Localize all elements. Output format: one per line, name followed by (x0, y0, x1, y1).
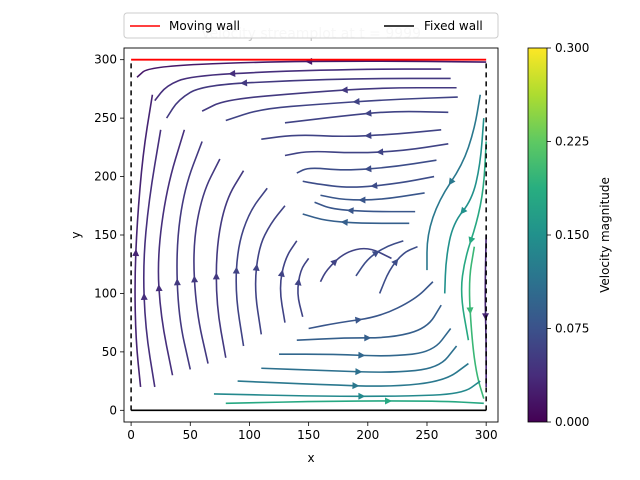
colorbar-gradient (527, 47, 548, 423)
streamline-arrow (358, 351, 366, 359)
y-tick-label: 100 (94, 286, 117, 300)
x-tick-label: 200 (356, 428, 379, 442)
y-ticks: 0 50 100 150 200 250 300 (94, 53, 124, 417)
streamline (302, 213, 410, 225)
y-tick-label: 200 (94, 170, 117, 184)
streamline-arrow (212, 272, 220, 280)
streamline-arrow (468, 236, 476, 245)
streamline-arrow (460, 206, 468, 215)
colorbar-tick-label: 0.225 (555, 135, 589, 149)
y-tick-label: 0 (109, 403, 117, 417)
streamline-arrow (140, 292, 148, 300)
streamline-arrow (155, 284, 163, 292)
streamline (320, 192, 425, 201)
streamline (460, 141, 487, 341)
streamline (284, 110, 449, 124)
streamline-arrow (330, 258, 338, 267)
x-tick-label: 50 (183, 428, 198, 442)
streamline (225, 400, 484, 405)
colorbar-tick-label: 0.300 (555, 41, 589, 55)
x-tick-label: 150 (297, 428, 320, 442)
streamline-arrow (364, 131, 372, 139)
x-axis-label: x (307, 451, 314, 465)
x-tick-label: 300 (475, 428, 498, 442)
y-axis-label: y (69, 231, 83, 238)
streamline (355, 240, 404, 277)
streamline-arrow (358, 392, 366, 400)
colorbar-label: Velocity magnitude (598, 177, 612, 293)
y-tick-label: 300 (94, 53, 117, 67)
streamline-arrow (352, 382, 360, 390)
streamline-arrow (240, 79, 248, 87)
legend-fixed-wall-label: Fixed wall (424, 19, 483, 33)
streamline-arrow (294, 278, 302, 286)
streamline-arrow (252, 263, 260, 272)
streamline-arrow (391, 258, 399, 267)
streamline (142, 129, 162, 388)
streamline-arrow (277, 269, 285, 278)
streamline-arrow (364, 109, 372, 117)
streamline (279, 240, 298, 323)
x-tick-label: 250 (416, 428, 439, 442)
streamline-arrow (346, 207, 354, 215)
y-tick-label: 50 (102, 345, 117, 359)
legend: Moving wall Fixed wall (123, 12, 499, 39)
streamline-arrow (232, 266, 240, 274)
streamline-arrow (228, 70, 236, 78)
streamline-arrow (371, 250, 380, 258)
colorbar-tick-label: 0.000 (555, 415, 589, 429)
axes-frame (123, 47, 499, 423)
streamline-arrow (358, 196, 366, 204)
streamline-arrow (448, 177, 456, 186)
streamline-arrow (355, 368, 363, 376)
legend-moving-wall-label: Moving wall (169, 19, 240, 33)
streamline-arrow (364, 165, 372, 173)
streamline-arrow (364, 334, 372, 342)
streamline (314, 201, 416, 213)
streamline-arrow (340, 86, 348, 94)
streamline (165, 77, 451, 119)
streamline (297, 257, 310, 318)
streamline-arrow (376, 148, 384, 156)
streamline (443, 118, 485, 294)
streamline-arrow (173, 278, 181, 286)
y-tick-label: 250 (94, 111, 117, 125)
x-tick-label: 0 (127, 428, 135, 442)
streamline-arrow (132, 249, 140, 257)
streamline (378, 245, 418, 294)
streamline-arrow (385, 397, 393, 405)
legend-box (123, 12, 499, 39)
streamline (154, 68, 442, 102)
streamline (426, 94, 482, 271)
colorbar: 0.000 0.075 0.150 0.225 0.300 Velocity magni… (527, 41, 612, 429)
x-tick-label: 100 (238, 428, 261, 442)
colorbar-ticks: 0.000 0.075 0.150 0.225 0.300 (547, 41, 589, 429)
streamline-arrow (352, 98, 360, 106)
colorbar-tick-label: 0.150 (555, 228, 589, 242)
streamline-arrow (354, 316, 363, 324)
streamline-arrow (340, 218, 348, 226)
y-tick-label: 150 (94, 228, 117, 242)
colorbar-tick-label: 0.075 (555, 322, 589, 336)
streamline (134, 94, 154, 388)
streamline-arrow (466, 307, 474, 315)
x-ticks: 0 50 100 150 200 250 300 (127, 422, 498, 442)
walls (130, 58, 487, 412)
streamline-arrow (370, 182, 378, 190)
streamline-arrow (191, 275, 199, 283)
streamlines (132, 57, 489, 405)
plot-area: 0 50 100 150 200 250 300 0 50 100 150 200 250 300 (94, 47, 499, 442)
